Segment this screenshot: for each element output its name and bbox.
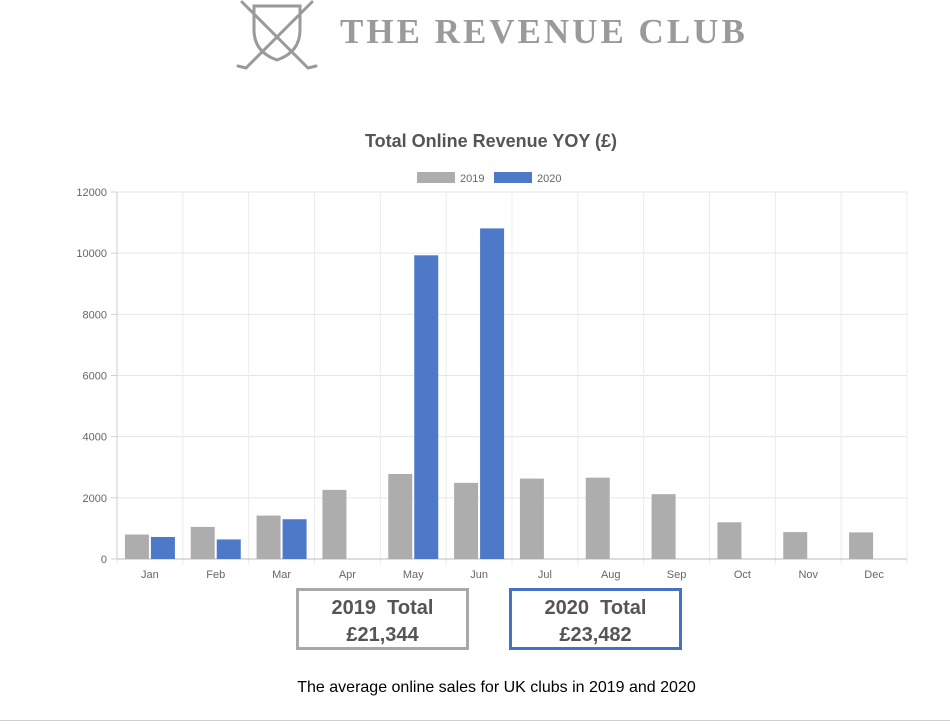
legend-swatch-2019 — [417, 172, 455, 183]
bar-2019-oct — [717, 522, 742, 559]
bar-2019-mar — [256, 515, 281, 559]
bar-2020-jan — [150, 536, 175, 559]
x-tick-label: Feb — [206, 569, 225, 581]
crossed-golf-clubs-shield-icon — [236, 0, 318, 70]
x-tick-label: Oct — [734, 569, 751, 581]
bar-2020-jun — [480, 228, 505, 559]
divider — [0, 720, 950, 721]
chart-caption: The average online sales for UK clubs in… — [297, 679, 696, 696]
bar-2019-jul — [519, 478, 544, 559]
x-tick-label: Nov — [798, 569, 818, 581]
x-tick-label: Apr — [339, 569, 356, 581]
y-tick-label: 12000 — [76, 187, 107, 199]
bar-2019-jun — [454, 482, 479, 559]
chart-title: Total Online Revenue YOY (£) — [364, 131, 618, 151]
legend-label-2020: 2020 — [537, 173, 561, 185]
bar-2019-feb — [190, 526, 215, 559]
bar-2019-apr — [322, 489, 347, 559]
total-2020-label: 2020 Total — [544, 597, 647, 619]
x-tick-label: Jul — [538, 569, 552, 581]
bar-2020-mar — [282, 519, 307, 559]
brand-name: THE REVENUE CLUB — [340, 12, 748, 51]
total-2020-value: £23,482 — [559, 624, 632, 646]
header: THE REVENUE CLUB — [0, 0, 950, 80]
total-2020-box: 2020 Total £23,482 — [509, 588, 682, 650]
total-2019-label: 2019 Total — [331, 597, 434, 619]
legend-label-2019: 2019 — [460, 173, 484, 185]
y-tick-label: 4000 — [83, 432, 107, 444]
x-tick-label: Mar — [272, 569, 291, 581]
bar-2020-may — [414, 255, 439, 559]
y-tick-label: 8000 — [83, 309, 107, 321]
total-2019-value: £21,344 — [346, 624, 419, 646]
y-tick-label: 0 — [101, 554, 107, 566]
total-2019-box: 2019 Total £21,344 — [296, 588, 469, 650]
y-tick-label: 6000 — [83, 371, 107, 383]
bar-2019-may — [388, 473, 413, 559]
x-tick-label: Dec — [864, 569, 884, 581]
bar-2019-sep — [651, 494, 676, 559]
revenue-bar-chart: 0 2000 4000 6000 8000 10000 12000 Jan Feb Mar Apr M… — [76, 172, 908, 581]
legend-swatch-2020 — [494, 172, 532, 183]
bar-2019-aug — [585, 477, 610, 559]
bar-2019-dec — [849, 532, 874, 559]
bar-2020-feb — [216, 539, 241, 559]
y-tick-label: 2000 — [83, 493, 107, 505]
bar-2019-nov — [783, 532, 808, 559]
x-tick-label: Sep — [667, 569, 687, 581]
x-tick-label: Jun — [470, 569, 488, 581]
y-tick-label: 10000 — [76, 248, 107, 260]
x-tick-label: May — [403, 569, 424, 581]
bar-2019-jan — [124, 534, 149, 559]
x-tick-label: Jan — [141, 569, 159, 581]
x-tick-label: Aug — [601, 569, 621, 581]
